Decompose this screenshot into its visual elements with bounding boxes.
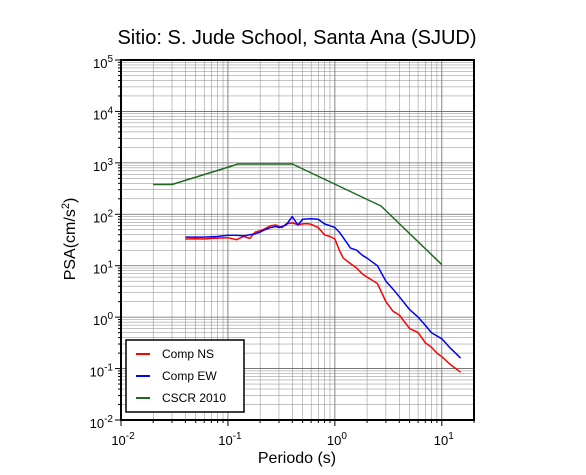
- y-tick-label: 103: [93, 157, 113, 174]
- series-line-comp-ew: [185, 215, 462, 359]
- axes-border: [120, 59, 475, 421]
- y-tick-label: 105: [93, 54, 113, 71]
- plot-area: [153, 163, 462, 373]
- y-tick-label: 104: [93, 105, 113, 122]
- x-tick-label: 10-2: [111, 431, 135, 448]
- x-tick-label: 100: [327, 431, 347, 448]
- x-tick-label: 10-1: [218, 431, 242, 448]
- x-axis-label: Periodo (s): [258, 450, 336, 467]
- y-tick-label: 102: [93, 208, 113, 225]
- y-axis-label-tail: ): [62, 198, 79, 203]
- y-tick-label: 100: [93, 311, 113, 328]
- legend: Comp NS Comp EW CSCR 2010: [125, 339, 245, 413]
- legend-label-comp-ew: Comp EW: [162, 369, 217, 383]
- tick-labels: 10-2 10-1 100 101 10-2 10-1 100 101 102 103 104 105: [90, 54, 455, 448]
- legend-label-comp-ns: Comp NS: [162, 347, 214, 361]
- axes-frame: [115, 59, 475, 426]
- grid: [120, 59, 475, 421]
- y-tick-label: 101: [93, 260, 113, 277]
- series-line-cscr-2010: [153, 163, 443, 266]
- y-axis-label: PSA(cm/s2): [60, 198, 79, 281]
- y-tick-label: 10-2: [90, 414, 114, 431]
- legend-label-cscr-2010: CSCR 2010: [162, 391, 226, 405]
- x-tick-label: 101: [434, 431, 454, 448]
- y-axis-label-superscript: 2: [60, 203, 72, 209]
- chart-title: Sitio: S. Jude School, Santa Ana (SJUD): [117, 27, 476, 49]
- y-axis-label-main: PSA(cm/s: [62, 209, 79, 280]
- y-tick-label: 10-1: [90, 363, 114, 380]
